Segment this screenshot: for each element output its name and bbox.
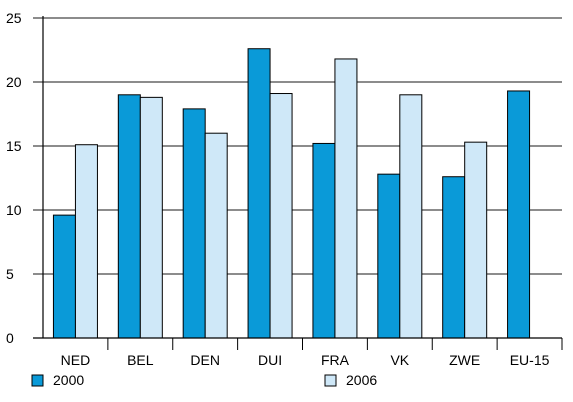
bar-2006-dui [269, 93, 293, 339]
bar-2000-ned [52, 214, 76, 339]
bar-2000-eu-15 [507, 90, 531, 339]
bar-2000-zwe [442, 176, 466, 339]
bar-2006-vk [399, 94, 423, 339]
y-tick-label: 25 [6, 10, 22, 26]
bar-2000-bel [117, 94, 141, 339]
bar-2006-zwe [464, 141, 488, 339]
x-tick-label: NED [61, 352, 91, 368]
x-tick-label: DUI [258, 352, 282, 368]
axes [33, 16, 563, 350]
x-tick-label: VK [390, 352, 409, 368]
legend-swatch-2000 [31, 374, 44, 387]
bar-2000-dui [247, 48, 271, 339]
bars [52, 48, 531, 339]
bar-2006-fra [334, 58, 358, 339]
x-tick-labels: NED BEL DEN DUI FRA VK ZWE EU-15 [61, 352, 550, 368]
bar-2000-vk [377, 173, 401, 339]
legend-label-2006: 2006 [346, 372, 377, 388]
legend-label-2000: 2000 [53, 372, 84, 388]
y-tick-labels: 0 5 10 15 20 25 [6, 10, 22, 346]
bar-2006-ned [74, 144, 98, 339]
legend-swatch-2006 [324, 374, 337, 387]
x-tick-label: DEN [190, 352, 220, 368]
bar-2006-den [204, 132, 228, 339]
bar-2006-bel [139, 96, 163, 339]
x-tick-label: ZWE [449, 352, 480, 368]
x-tick-label: BEL [127, 352, 154, 368]
y-tick-label: 0 [6, 330, 14, 346]
y-tick-label: 15 [6, 138, 22, 154]
bar-2000-fra [312, 142, 336, 339]
y-tick-label: 10 [6, 202, 22, 218]
y-tick-label: 5 [6, 266, 14, 282]
y-tick-label: 20 [6, 74, 22, 90]
x-tick-label: EU-15 [510, 352, 550, 368]
x-tick-label: FRA [321, 352, 350, 368]
legend: 2000 2006 [31, 372, 377, 388]
bar-2000-den [182, 108, 206, 339]
